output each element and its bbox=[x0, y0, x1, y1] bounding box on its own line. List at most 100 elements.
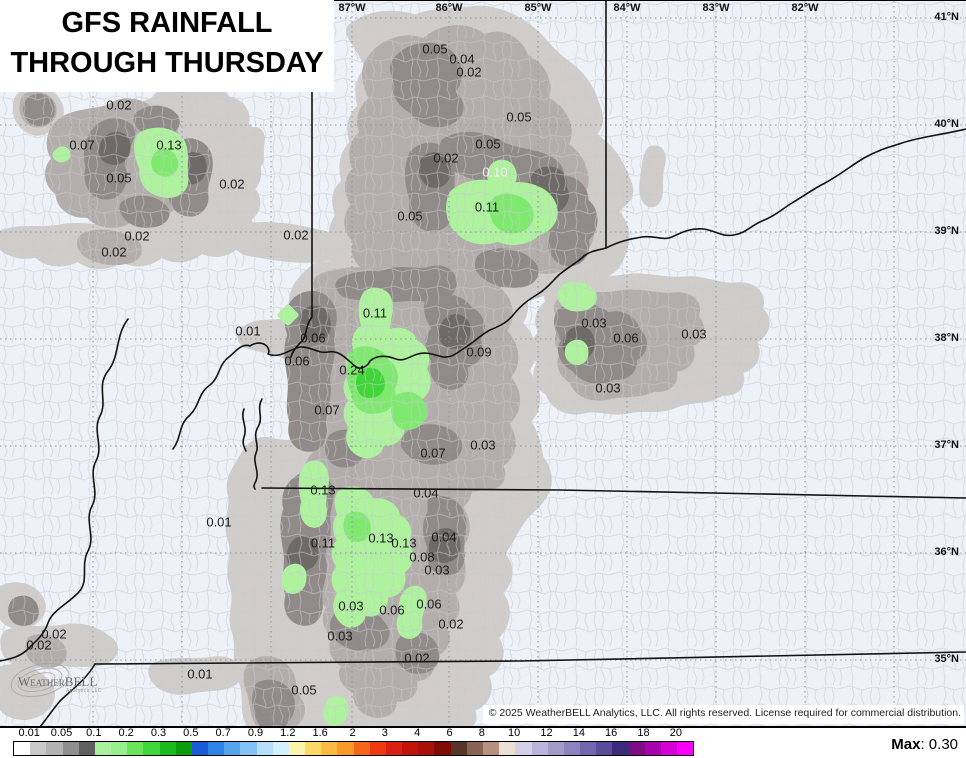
cumberland-river bbox=[242, 408, 247, 452]
colorbar-segment bbox=[272, 742, 289, 755]
rain-value-label: 0.05 bbox=[506, 109, 532, 125]
colorbar-segment bbox=[499, 742, 516, 755]
rain-value-label: 0.09 bbox=[466, 344, 492, 360]
longitude-label: 86°W bbox=[435, 2, 463, 14]
max-number: : 0.30 bbox=[920, 736, 958, 753]
colorbar-tick-label: 6 bbox=[446, 727, 453, 739]
logo-wordmark: WeatherBELL bbox=[18, 674, 98, 689]
colorbar-segment bbox=[434, 742, 451, 755]
rain-value-label: 0.06 bbox=[613, 330, 639, 346]
colorbar-tick-label: 4 bbox=[414, 727, 421, 739]
rain-value-label: 0.03 bbox=[595, 380, 621, 396]
state-borders bbox=[0, 1, 966, 727]
colorbar-segment bbox=[256, 742, 273, 755]
colorbar-segment bbox=[644, 742, 661, 755]
colorbar-tick-label: 0.05 bbox=[50, 727, 73, 739]
colorbar-segment bbox=[208, 742, 225, 755]
colorbar-segment bbox=[677, 742, 694, 755]
rain-value-label: 0.02 bbox=[106, 97, 132, 113]
colorbar-tick-label: 2 bbox=[349, 727, 356, 739]
colorbar-segment bbox=[143, 742, 160, 755]
rain-value-label: 0.01 bbox=[206, 514, 232, 530]
colorbar-segment bbox=[385, 742, 403, 755]
latitude-label: 41°N bbox=[934, 11, 959, 23]
max-value: Max: 0.30 bbox=[891, 736, 958, 753]
latitude-label: 38°N bbox=[934, 332, 959, 344]
colorbar-segment bbox=[94, 742, 112, 755]
colorbar-segment bbox=[175, 742, 192, 755]
latitude-label: 37°N bbox=[934, 439, 959, 451]
rain-value-label: 0.02 bbox=[219, 176, 245, 192]
longitude-label: 87°W bbox=[338, 2, 366, 14]
county-lines bbox=[0, 1, 966, 727]
colorbar-tick-label: 18 bbox=[637, 727, 650, 739]
longitude-label: 85°W bbox=[524, 2, 552, 14]
colorbar-tick-label: 8 bbox=[478, 727, 485, 739]
colorbar-segment bbox=[660, 742, 678, 755]
rain-value-label: 0.06 bbox=[284, 353, 310, 369]
colorbar-segment bbox=[369, 742, 386, 755]
colorbar-segment bbox=[321, 742, 338, 755]
colorbar-segment bbox=[402, 742, 419, 755]
rain-value-label: 0.13 bbox=[310, 482, 336, 498]
rain-value-label: 0.03 bbox=[681, 326, 707, 342]
colorbar-tick-label: 0.01 bbox=[18, 727, 40, 739]
latitude-label: 39°N bbox=[934, 225, 959, 237]
colorbar-tick-label: 1.6 bbox=[312, 727, 328, 739]
colorbar-segment bbox=[288, 742, 306, 755]
colorbar-segment bbox=[628, 742, 645, 755]
mississippi-river bbox=[0, 318, 129, 662]
latitude-label: 40°N bbox=[934, 118, 959, 130]
colorbar-segment bbox=[450, 742, 467, 755]
colorbar-segment bbox=[30, 742, 47, 755]
colorbar-segment bbox=[78, 742, 95, 755]
rain-value-label: 0.02 bbox=[41, 626, 67, 642]
rain-value-label: 0.02 bbox=[456, 64, 482, 80]
colorbar-segment bbox=[596, 742, 613, 755]
colorbar-segment bbox=[466, 742, 483, 755]
rain-value-label: 0.10 bbox=[482, 164, 508, 180]
colorbar-tick-label: 20 bbox=[669, 727, 682, 739]
rain-value-label: 0.02 bbox=[438, 616, 464, 632]
colorbar-segment bbox=[353, 742, 370, 755]
colorbar-segment bbox=[240, 742, 257, 755]
rain-value-label: 0.08 bbox=[409, 549, 435, 565]
colorbar-segment bbox=[612, 742, 629, 755]
rain-value-label: 0.05 bbox=[475, 136, 501, 152]
rain-value-label: 0.07 bbox=[69, 137, 95, 153]
colorbar-segment bbox=[111, 742, 128, 755]
colorbar-tick-label: 0.7 bbox=[215, 727, 231, 739]
rain-value-label: 0.03 bbox=[338, 598, 364, 614]
colorbar-tick-label: 0.2 bbox=[118, 727, 134, 739]
rain-value-label: 0.03 bbox=[327, 628, 353, 644]
colorbar-ticks: 0.01 0.05 0.1 0.2 0.3 0.5 0.7 0.9 1.2 1.6 2 3 4 6 8 10 1… bbox=[0, 727, 966, 741]
rain-value-label: 0.04 bbox=[413, 485, 439, 501]
kentucky-tennessee-border bbox=[261, 487, 966, 499]
map-canvas bbox=[0, 1, 966, 727]
colorbar-segment bbox=[418, 742, 435, 755]
rain-value-label: 0.03 bbox=[470, 437, 496, 453]
logo-subtext: Analytics LLC bbox=[66, 688, 102, 694]
colorbar-segment bbox=[547, 742, 564, 755]
rain-value-label: 0.03 bbox=[424, 562, 450, 578]
latitude-label: 35°N bbox=[934, 653, 959, 665]
colorbar-tick-label: 3 bbox=[381, 727, 388, 739]
latitude-label: 36°N bbox=[934, 546, 959, 558]
title-box: GFS RAINFALL THROUGH THURSDAY bbox=[0, 0, 334, 92]
rain-value-label: 0.01 bbox=[187, 666, 213, 682]
colorbar bbox=[13, 741, 694, 756]
rain-value-label: 0.05 bbox=[422, 41, 448, 57]
longitude-label: 84°W bbox=[613, 2, 641, 14]
rain-value-label: 0.24 bbox=[339, 362, 365, 378]
rain-value-label: 0.11 bbox=[474, 199, 500, 215]
rainfall-map: 87°W 86°W 85°W 84°W 83°W 82°W 41°N 40°N 39°N 38°N… bbox=[0, 0, 966, 727]
colorbar-segment bbox=[159, 742, 176, 755]
rain-value-label: 0.07 bbox=[420, 445, 446, 461]
rain-value-label: 0.13 bbox=[391, 535, 417, 551]
colorbar-segment bbox=[482, 742, 500, 755]
tennessee-river bbox=[253, 398, 263, 490]
rain-value-label: 0.01 bbox=[235, 323, 261, 339]
rain-value-label: 0.04 bbox=[449, 51, 475, 67]
rain-value-label: 0.02 bbox=[283, 227, 309, 243]
rain-value-label: 0.04 bbox=[431, 529, 457, 545]
